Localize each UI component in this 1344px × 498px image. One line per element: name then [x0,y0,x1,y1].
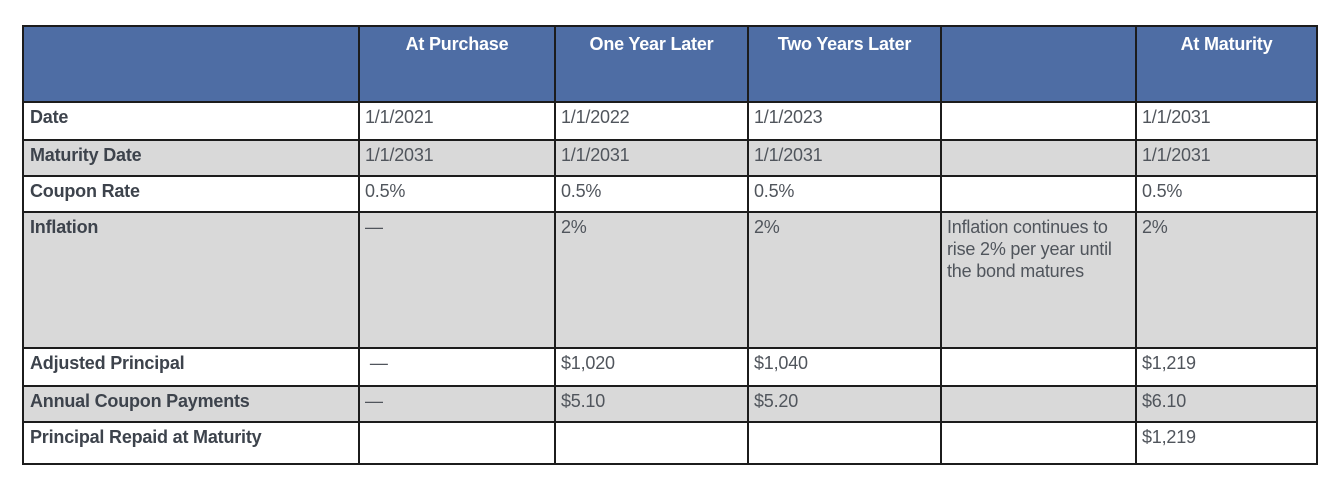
header-cell-two-years-later: Two Years Later [747,25,942,103]
cell-inflation-note: Inflation continues to rise 2% per year … [940,211,1137,349]
cell-inflation-one-year: 2% [554,211,749,349]
table-row-maturity-date: Maturity Date 1/1/2031 1/1/2031 1/1/2031… [22,139,1318,177]
row-label-annual-coupon-payments: Annual Coupon Payments [22,385,360,423]
cell-date-one-year: 1/1/2022 [554,101,749,141]
table-row-principal-repaid: Principal Repaid at Maturity $1,219 [22,421,1318,465]
row-label-coupon-rate: Coupon Rate [22,175,360,213]
header-cell-one-year-later: One Year Later [554,25,749,103]
row-label-date: Date [22,101,360,141]
cell-annual-two-years: $5.20 [747,385,942,423]
cell-inflation-at-maturity: 2% [1135,211,1318,349]
cell-annual-note [940,385,1137,423]
cell-principal-at-maturity: $1,219 [1135,421,1318,465]
cell-adjusted-note [940,347,1137,387]
cell-coupon-at-maturity: 0.5% [1135,175,1318,213]
table-row-date: Date 1/1/2021 1/1/2022 1/1/2023 1/1/2031 [22,101,1318,141]
cell-inflation-two-years: 2% [747,211,942,349]
cell-principal-two-years [747,421,942,465]
table-row-annual-coupon-payments: Annual Coupon Payments — $5.10 $5.20 $6.… [22,385,1318,423]
cell-coupon-at-purchase: 0.5% [358,175,556,213]
cell-inflation-at-purchase: — [358,211,556,349]
cell-coupon-two-years: 0.5% [747,175,942,213]
cell-adjusted-at-purchase: — [358,347,556,387]
cell-annual-one-year: $5.10 [554,385,749,423]
row-label-inflation: Inflation [22,211,360,349]
bond-inflation-table: At Purchase One Year Later Two Years Lat… [22,25,1318,465]
cell-principal-note [940,421,1137,465]
bond-inflation-table-container: At Purchase One Year Later Two Years Lat… [22,25,1318,465]
row-label-adjusted-principal: Adjusted Principal [22,347,360,387]
table-row-coupon-rate: Coupon Rate 0.5% 0.5% 0.5% 0.5% [22,175,1318,213]
cell-date-two-years: 1/1/2023 [747,101,942,141]
cell-date-at-purchase: 1/1/2021 [358,101,556,141]
header-cell-note [940,25,1137,103]
cell-annual-at-maturity: $6.10 [1135,385,1318,423]
table-row-adjusted-principal: Adjusted Principal — $1,020 $1,040 $1,21… [22,347,1318,387]
row-label-principal-repaid: Principal Repaid at Maturity [22,421,360,465]
cell-date-at-maturity: 1/1/2031 [1135,101,1318,141]
cell-maturity-at-purchase: 1/1/2031 [358,139,556,177]
cell-adjusted-at-maturity: $1,219 [1135,347,1318,387]
cell-maturity-two-years: 1/1/2031 [747,139,942,177]
cell-coupon-one-year: 0.5% [554,175,749,213]
cell-maturity-at-maturity: 1/1/2031 [1135,139,1318,177]
header-cell-at-purchase: At Purchase [358,25,556,103]
cell-principal-at-purchase [358,421,556,465]
header-row: At Purchase One Year Later Two Years Lat… [22,25,1318,103]
table-row-inflation: Inflation — 2% 2% Inflation continues to… [22,211,1318,349]
cell-principal-one-year [554,421,749,465]
cell-date-note [940,101,1137,141]
row-label-maturity-date: Maturity Date [22,139,360,177]
cell-annual-at-purchase: — [358,385,556,423]
cell-coupon-note [940,175,1137,213]
cell-adjusted-two-years: $1,040 [747,347,942,387]
header-cell-row-labels [22,25,360,103]
cell-maturity-one-year: 1/1/2031 [554,139,749,177]
cell-adjusted-one-year: $1,020 [554,347,749,387]
header-cell-at-maturity: At Maturity [1135,25,1318,103]
cell-maturity-note [940,139,1137,177]
